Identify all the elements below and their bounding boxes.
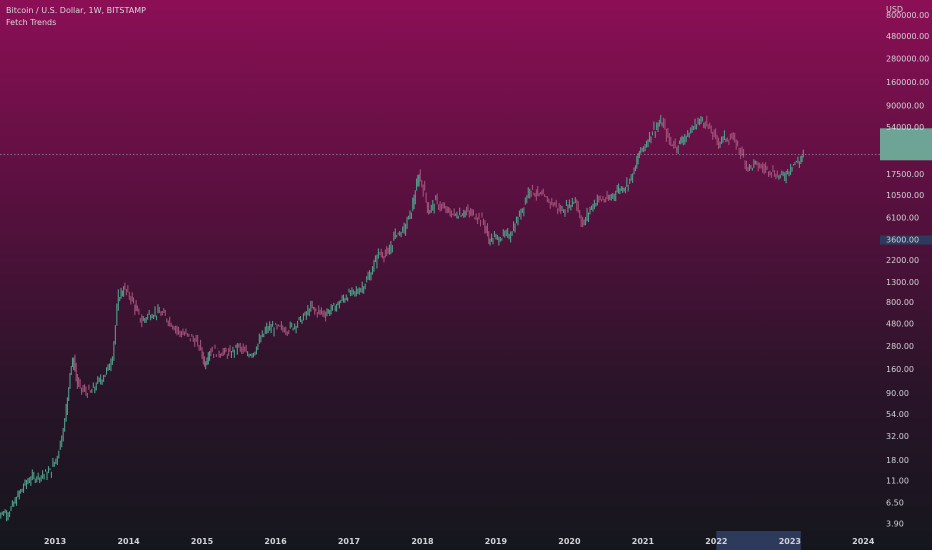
y-tick-label: 2200.00	[886, 256, 919, 265]
y-tick-label: 1300.00	[886, 278, 919, 287]
y-tick-label: 280.00	[886, 342, 914, 351]
price-series	[0, 114, 804, 522]
y-tick-label: 54000.00	[886, 123, 924, 132]
y-tick-label: 3600.00	[886, 236, 919, 245]
x-tick-label: 2015	[191, 537, 214, 546]
x-tick-label: 2021	[632, 537, 655, 546]
y-tick-label: 800.00	[886, 298, 914, 307]
y-tick-label: 480000.00	[886, 32, 929, 41]
y-tick-label: 6100.00	[886, 214, 919, 223]
x-axis: 2013 2014 2015 2016 2017 2018 2019 2020 2021 2022…	[44, 537, 875, 546]
x-tick-label: 2024	[852, 537, 875, 546]
y-tick-label: 11.00	[886, 476, 909, 485]
y-tick-label: 32.00	[886, 432, 909, 441]
x-tick-label: 2019	[485, 537, 508, 546]
x-tick-label: 2017	[338, 537, 360, 546]
x-range-highlight	[716, 531, 801, 550]
y-axis: USD 800000.00 480000.00 280000.00 160000.00…	[886, 5, 929, 529]
x-tick-label: 2023	[779, 537, 801, 546]
currency-label: USD	[886, 5, 903, 14]
chart-legend: Bitcoin / U.S. Dollar, 1W, BITSTAMP Fetc…	[6, 5, 146, 29]
y-tick-label: 800000.00	[886, 11, 929, 20]
symbol-title[interactable]: Bitcoin / U.S. Dollar, 1W, BITSTAMP	[6, 6, 146, 15]
y-tick-label: 160000.00	[886, 78, 929, 87]
y-tick-label: 90000.00	[886, 102, 924, 111]
current-price-label	[880, 128, 932, 161]
y-tick-label: 480.00	[886, 319, 914, 328]
y-tick-label: 10500.00	[886, 191, 924, 200]
y-tick-label: 17500.00	[886, 170, 924, 179]
y-tick-label: 280000.00	[886, 55, 929, 64]
y-tick-label: 90.00	[886, 389, 909, 398]
x-tick-label: 2018	[411, 537, 434, 546]
y-tick-label: 160.00	[886, 365, 914, 374]
x-tick-label: 2020	[558, 537, 581, 546]
indicator-name[interactable]: Fetch Trends	[6, 18, 57, 27]
x-tick-label: 2022	[705, 537, 727, 546]
current-price-layer	[0, 128, 932, 161]
y-tick-label: 3.90	[886, 520, 904, 529]
x-tick-label: 2014	[117, 537, 140, 546]
y-tick-label: 18.00	[886, 456, 909, 465]
x-tick-label: 2013	[44, 537, 66, 546]
y-tick-label: 54.00	[886, 410, 909, 419]
y-tick-label: 6.50	[886, 498, 904, 507]
y-level-highlight	[880, 235, 932, 245]
axis-highlight-layer	[716, 235, 932, 550]
x-tick-label: 2016	[264, 537, 287, 546]
